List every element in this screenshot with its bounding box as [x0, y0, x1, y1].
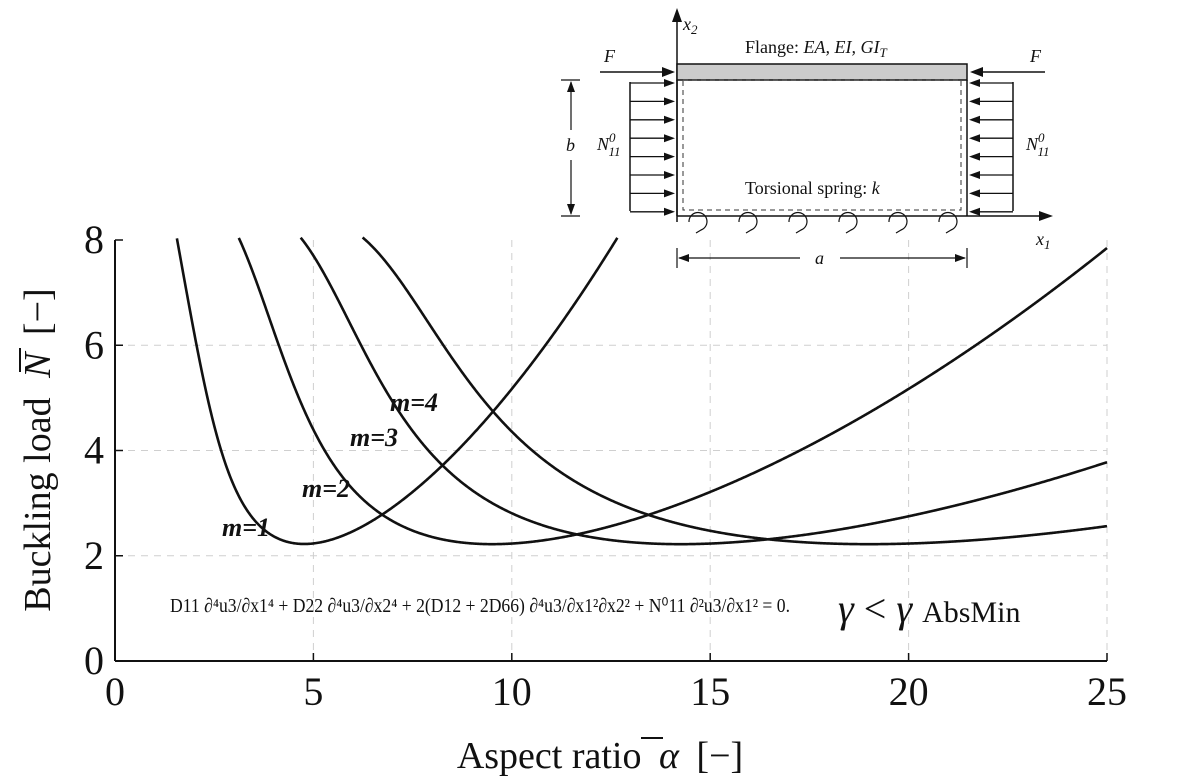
distributed-load-arrows — [630, 79, 1013, 216]
spring-label-text: Torsional spring: — [745, 178, 872, 198]
curves — [175, 236, 1108, 546]
x2-axis-label: x2 — [682, 14, 698, 37]
load-right-sup: 0 — [1038, 130, 1045, 145]
load-right-sub: 11 — [1038, 144, 1050, 159]
x-tick-label-1: 5 — [303, 669, 323, 714]
curve-m3 — [299, 236, 1108, 546]
torsional-spring-4 — [888, 211, 908, 234]
x2-label-base: x — [682, 14, 691, 34]
x-tick-label-5: 25 — [1087, 669, 1127, 714]
torsional-spring-1 — [738, 211, 758, 234]
grid-lines — [115, 240, 1108, 661]
y-tick-label-3: 6 — [84, 322, 104, 367]
plate-dashed-outline — [682, 79, 962, 211]
torsional-spring-5 — [938, 211, 958, 234]
load-left-arrowhead-2 — [664, 115, 675, 124]
load-right-arrowhead-2 — [969, 115, 980, 124]
curve-label-m1: m=1 — [222, 513, 270, 542]
x2-label-sub: 2 — [691, 22, 698, 37]
dim-b-arrow-top — [567, 81, 575, 92]
load-left-label: N0 11 — [596, 130, 621, 159]
load-right-arrowhead-5 — [969, 171, 980, 179]
load-left-base-text: N — [596, 134, 610, 154]
flange-props: EA, EI, GI — [803, 37, 881, 57]
curve-label-m3: m=3 — [350, 423, 398, 452]
governing-equation: D11 ∂⁴u3/∂x1⁴ + D22 ∂⁴u3/∂x2⁴ + 2(D12 + … — [170, 595, 790, 617]
load-left-arrowhead-3 — [664, 134, 675, 143]
plate-inset-diagram: x2 x1 Flange: EA, EI, GIT Torsional spri… — [561, 8, 1053, 268]
load-left-sup: 0 — [609, 130, 616, 145]
flange-label: Flange: EA, EI, GIT — [745, 37, 887, 60]
torsional-springs — [688, 211, 958, 234]
y-tick-label-2: 4 — [84, 428, 104, 473]
curve-m2 — [237, 237, 1108, 546]
spring-label-k: k — [872, 178, 881, 198]
dim-a-label: a — [815, 248, 824, 268]
y-axis-unit: [−] — [17, 288, 59, 335]
load-right-arrowhead-0 — [969, 79, 980, 87]
x-tick-label-3: 15 — [690, 669, 730, 714]
gamma-subscript: AbsMin — [922, 596, 1020, 629]
curve-m1 — [175, 237, 619, 546]
x1-label-sub: 1 — [1044, 237, 1051, 252]
x-axis-title: Aspect ratio α [−] — [457, 735, 743, 777]
load-right-label: N0 11 — [1025, 130, 1050, 159]
load-right-arrowhead-4 — [969, 152, 980, 161]
force-left-arrowhead — [662, 67, 675, 77]
gamma-operator: < — [864, 586, 887, 631]
ticks: 0 5 10 15 20 25 0 2 4 6 8 — [84, 217, 1127, 714]
load-right-arrowhead-3 — [969, 134, 980, 143]
y-axis-symbol: N — [17, 350, 59, 379]
gamma-symbol-2: γ — [896, 586, 913, 631]
x1-axis-label: x1 — [1035, 229, 1051, 252]
dim-a-arrow-left — [678, 254, 689, 262]
x1-label-base: x — [1035, 229, 1044, 249]
curve-m4 — [361, 236, 1108, 546]
dim-b-arrow-bottom — [567, 204, 575, 215]
y-axis-title-text: Buckling load — [17, 397, 59, 611]
curve-label-m4: m=4 — [390, 388, 438, 417]
x-axis-symbol: α — [659, 735, 680, 777]
y-tick-label-0: 0 — [84, 638, 104, 683]
y-axis-title: Buckling load N [−] — [17, 288, 59, 611]
gamma-symbol: γ — [838, 586, 855, 631]
torsional-spring-0 — [688, 211, 708, 234]
dim-b-label: b — [566, 135, 575, 155]
dim-a-arrow-right — [955, 254, 966, 262]
x-tick-label-0: 0 — [105, 669, 125, 714]
load-left-arrowhead-4 — [664, 152, 675, 161]
y-tick-label-1: 2 — [84, 533, 104, 578]
x-tick-label-2: 10 — [492, 669, 532, 714]
force-right-label: F — [1029, 46, 1042, 66]
x2-axis-arrowhead — [672, 8, 682, 22]
load-left-arrowhead-6 — [664, 189, 675, 198]
torsional-spring-3 — [838, 211, 858, 234]
x-axis-unit: [−] — [696, 735, 743, 777]
load-right-arrowhead-7 — [969, 207, 980, 216]
force-right-arrowhead — [970, 67, 983, 77]
load-right-base-text: N — [1025, 134, 1039, 154]
force-left-label: F — [603, 46, 616, 66]
flange-props-sub: T — [879, 45, 887, 60]
curve-label-m2: m=2 — [302, 474, 350, 503]
flange-prefix: Flange: — [745, 37, 804, 57]
load-right-arrowhead-1 — [969, 97, 980, 106]
gamma-condition: γ < γ AbsMin — [838, 586, 1020, 631]
y-tick-label-4: 8 — [84, 217, 104, 262]
load-left-sub: 11 — [609, 144, 621, 159]
load-right-arrowhead-6 — [969, 189, 980, 198]
x-axis-title-text: Aspect ratio — [457, 735, 642, 777]
x1-axis-arrowhead — [1039, 211, 1053, 221]
load-left-arrowhead-7 — [664, 207, 675, 216]
load-left-arrowhead-5 — [664, 171, 675, 179]
load-left-arrowhead-0 — [664, 79, 675, 87]
flange-rect — [676, 63, 968, 81]
spring-label: Torsional spring: k — [745, 178, 881, 198]
torsional-spring-2 — [788, 211, 808, 234]
x-tick-label-4: 20 — [889, 669, 929, 714]
load-left-arrowhead-1 — [664, 97, 675, 106]
